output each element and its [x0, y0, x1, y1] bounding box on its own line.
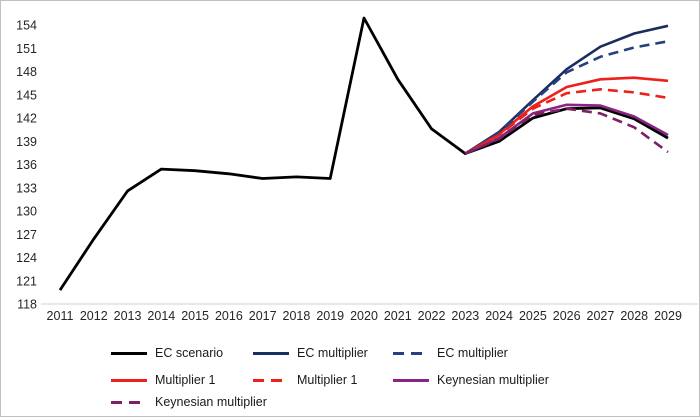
x-tick-label: 2025 — [519, 309, 547, 323]
legend-item: EC multiplier — [253, 346, 368, 360]
legend-swatch-line — [253, 378, 289, 382]
series-line — [58, 16, 669, 291]
x-tick-label: 2012 — [80, 309, 108, 323]
y-tick-label: 151 — [16, 42, 37, 56]
legend-swatch-line — [253, 351, 289, 355]
x-tick-label: 2023 — [451, 309, 479, 323]
x-tick-label: 2014 — [147, 309, 175, 323]
x-tick-label: 2015 — [181, 309, 209, 323]
legend-label: EC multiplier — [297, 346, 368, 360]
legend-swatch-line — [111, 378, 147, 382]
legend-label: Multiplier 1 — [297, 373, 358, 387]
legend-item: Multiplier 1 — [253, 373, 357, 387]
y-tick-label: 145 — [16, 88, 37, 102]
legend-item: Keynesian multiplier — [393, 373, 549, 387]
y-tick-label: 133 — [16, 181, 37, 195]
line-chart-svg: 118 121 124 127 130 133 136 139 142 145 148 151 154 2… — [16, 16, 698, 323]
series-line — [464, 40, 669, 155]
legend-swatch-line — [393, 378, 429, 382]
y-tick-label: 118 — [17, 298, 37, 312]
x-tick-label: 2018 — [283, 309, 311, 323]
x-tick-label: 2027 — [587, 309, 615, 323]
x-tick-label: 2019 — [316, 309, 344, 323]
x-tick-label: 2017 — [249, 309, 277, 323]
legend-item: EC multiplier — [393, 346, 508, 360]
legend-label: Keynesian multiplier — [155, 395, 267, 409]
series-line — [464, 107, 669, 155]
y-tick-label: 139 — [16, 135, 37, 149]
legend-label: EC multiplier — [437, 346, 508, 360]
x-tick-label: 2013 — [114, 309, 142, 323]
x-tick-label: 2026 — [553, 309, 581, 323]
x-tick-label: 2024 — [485, 309, 513, 323]
legend-label: Multiplier 1 — [155, 373, 216, 387]
legend-swatch-line — [111, 400, 147, 404]
legend-swatch-line — [393, 351, 429, 355]
y-tick-label: 142 — [16, 112, 37, 126]
x-tick-label: 2016 — [215, 309, 243, 323]
y-tick-label: 127 — [16, 228, 37, 242]
y-tick-label: 130 — [16, 205, 37, 219]
x-tick-label: 2028 — [620, 309, 648, 323]
legend-item: EC scenario — [111, 346, 223, 360]
x-tick-label: 2021 — [384, 309, 412, 323]
legend-swatch-line — [111, 351, 147, 355]
series-line — [464, 103, 669, 155]
y-tick-label: 148 — [16, 65, 37, 79]
y-tick-label: 124 — [16, 251, 37, 265]
series-line — [464, 88, 669, 155]
x-tick-label: 2020 — [350, 309, 378, 323]
legend-item: Keynesian multiplier — [111, 395, 267, 409]
y-tick-label: 154 — [16, 19, 37, 33]
legend-item: Multiplier 1 — [111, 373, 215, 387]
y-tick-label: 121 — [16, 274, 37, 288]
legend-label: Keynesian multiplier — [437, 373, 549, 387]
x-tick-label: 2022 — [418, 309, 446, 323]
x-tick-label: 2011 — [47, 309, 74, 323]
y-tick-label: 136 — [16, 158, 37, 172]
x-tick-label: 2029 — [654, 309, 682, 323]
legend-label: EC scenario — [155, 346, 224, 360]
